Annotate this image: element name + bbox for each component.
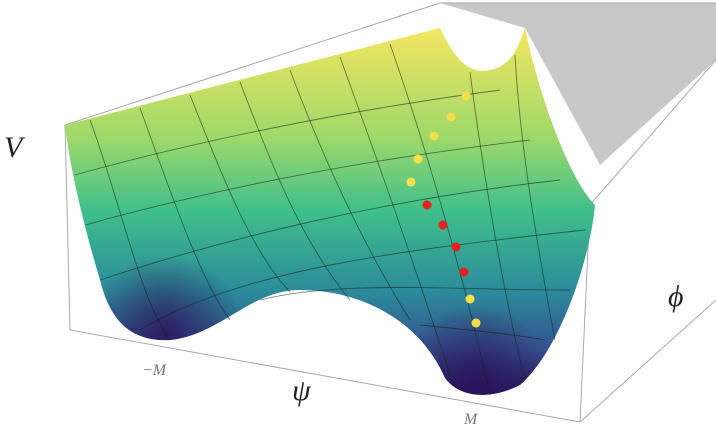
z-label: V — [4, 131, 26, 164]
box — [64, 2, 716, 423]
trajectory-dots — [406, 91, 481, 328]
x-tick-label: −M — [142, 362, 168, 379]
y-label: ϕ — [668, 280, 684, 313]
surface — [65, 28, 595, 396]
x-label: ψ — [292, 374, 312, 407]
back-plane — [440, 3, 716, 165]
x-tick-label: M — [463, 411, 479, 428]
